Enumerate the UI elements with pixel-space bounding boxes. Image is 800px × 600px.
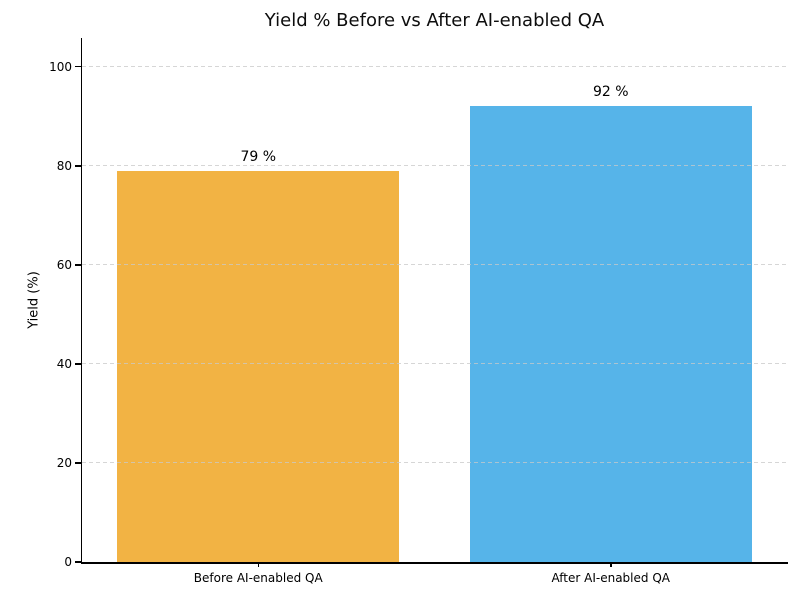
y-tick-mark [74, 165, 81, 167]
x-axis-line [80, 562, 788, 564]
y-tick-mark [74, 561, 81, 563]
y-axis-line [80, 38, 82, 563]
chart-title: Yield % Before vs After AI-enabled QA [264, 10, 605, 31]
y-tick-label: 20 [56, 455, 72, 470]
x-tick-mark [610, 562, 612, 567]
bar-after [469, 106, 752, 562]
gridline-y-80 [82, 165, 787, 167]
bar-value-label: 92 % [592, 84, 629, 101]
x-tick-mark [257, 562, 259, 567]
y-axis-label: Yield (%) [26, 271, 42, 329]
y-tick-mark [74, 363, 81, 365]
gridline-y-20 [82, 462, 787, 464]
y-tick-label: 0 [64, 555, 72, 569]
gridline-y-100 [82, 66, 787, 68]
y-tick-mark [74, 65, 81, 68]
bar-before [117, 170, 400, 562]
x-tick-label: Before AI-enabled QA [193, 571, 323, 585]
bar-value-label: 79 % [240, 148, 277, 165]
y-tick-mark [74, 264, 81, 266]
y-tick-label: 60 [56, 257, 72, 272]
y-tick-label: 40 [56, 356, 72, 371]
gridline-y-40 [82, 363, 787, 365]
gridline-y-60 [82, 264, 787, 266]
x-tick-label: After AI-enabled QA [551, 571, 670, 585]
y-tick-label: 100 [49, 59, 72, 74]
y-tick-mark [74, 462, 81, 464]
y-tick-label: 80 [56, 158, 72, 173]
plot-area: 79 % 92 % [82, 39, 787, 562]
